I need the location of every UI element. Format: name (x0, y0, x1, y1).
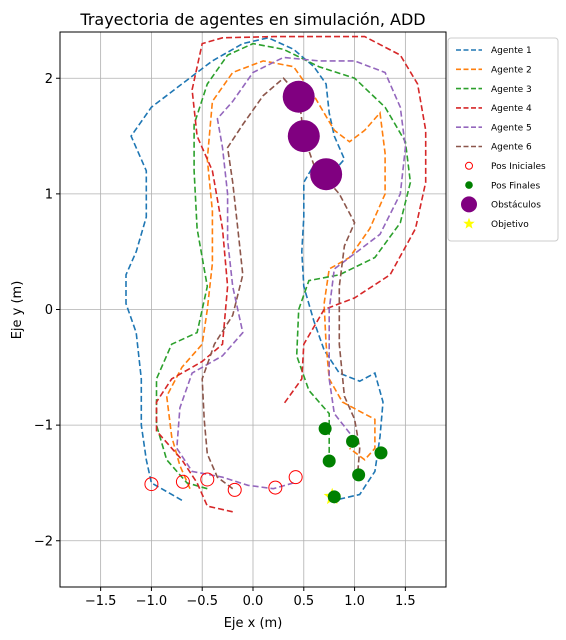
start-position-marker (288, 470, 303, 485)
end-position-marker (322, 454, 336, 468)
legend-label: Pos Finales (491, 181, 540, 191)
series-line-agente-1 (125, 36, 384, 502)
y-tick-label: 1 (45, 187, 53, 202)
legend-label: Objetivo (491, 220, 529, 230)
legend-handle (463, 217, 475, 229)
x-tick-label: 0.0 (243, 594, 264, 609)
series-line-agente-5 (175, 56, 407, 490)
end-position-marker (374, 446, 388, 460)
legend-label: Agente 4 (491, 104, 532, 114)
y-tick-label: −2 (34, 534, 53, 549)
x-tick-label: 0.5 (293, 594, 314, 609)
start-position-marker (200, 472, 215, 487)
legend-handle (461, 196, 477, 213)
legend-label: Agente 6 (491, 143, 532, 153)
y-tick-label: 2 (45, 72, 53, 87)
ticks-layer: −1.5 −1.0 −0.5 0.0 0.5 1.0 1.5 −2 −1 0 1 2 (34, 72, 416, 609)
x-tick-label: −1.0 (136, 594, 168, 609)
series-line-agente-4 (155, 35, 427, 513)
series-line-agente-3 (155, 42, 412, 490)
legend-handle (465, 161, 473, 170)
legend-label: Agente 5 (491, 123, 532, 133)
end-position-marker (352, 468, 366, 482)
start-position-marker (227, 482, 242, 497)
chart-title: Trayectoria de agentes en simulación, AD… (79, 10, 425, 29)
legend-label: Agente 3 (491, 85, 532, 95)
series-layer (125, 35, 427, 513)
markers-layer (144, 80, 388, 505)
y-tick-label: −1 (34, 419, 53, 434)
x-axis-label: Eje x (m) (224, 616, 283, 631)
grid (60, 32, 446, 587)
legend-label: Agente 1 (491, 46, 532, 56)
start-position-marker (175, 474, 190, 489)
series-line-agente-6 (201, 77, 361, 490)
x-tick-label: 1.5 (395, 594, 416, 609)
legend: Agente 1 Agente 2 Agente 3 Agente 4 Agente 5… (447, 37, 559, 242)
legend-label: Agente 2 (491, 66, 532, 76)
y-tick-label: 0 (45, 303, 53, 318)
legend-label: Obstáculos (491, 201, 541, 211)
obstacle-marker (287, 120, 320, 153)
start-position-marker (144, 477, 159, 492)
end-position-marker (327, 490, 341, 504)
x-tick-label: −0.5 (186, 594, 218, 609)
legend-handle (465, 181, 473, 189)
y-axis-label: Eje y (m) (10, 281, 25, 340)
end-position-marker (346, 434, 360, 448)
x-tick-label: −1.5 (85, 594, 117, 609)
end-position-marker (318, 422, 332, 436)
x-tick-label: 1.0 (344, 594, 365, 609)
series-line-agente-2 (165, 60, 386, 490)
legend-label: Pos Iniciales (491, 162, 546, 172)
start-position-marker (268, 480, 283, 495)
obstacle-marker (282, 80, 315, 113)
obstacle-marker (310, 158, 343, 191)
